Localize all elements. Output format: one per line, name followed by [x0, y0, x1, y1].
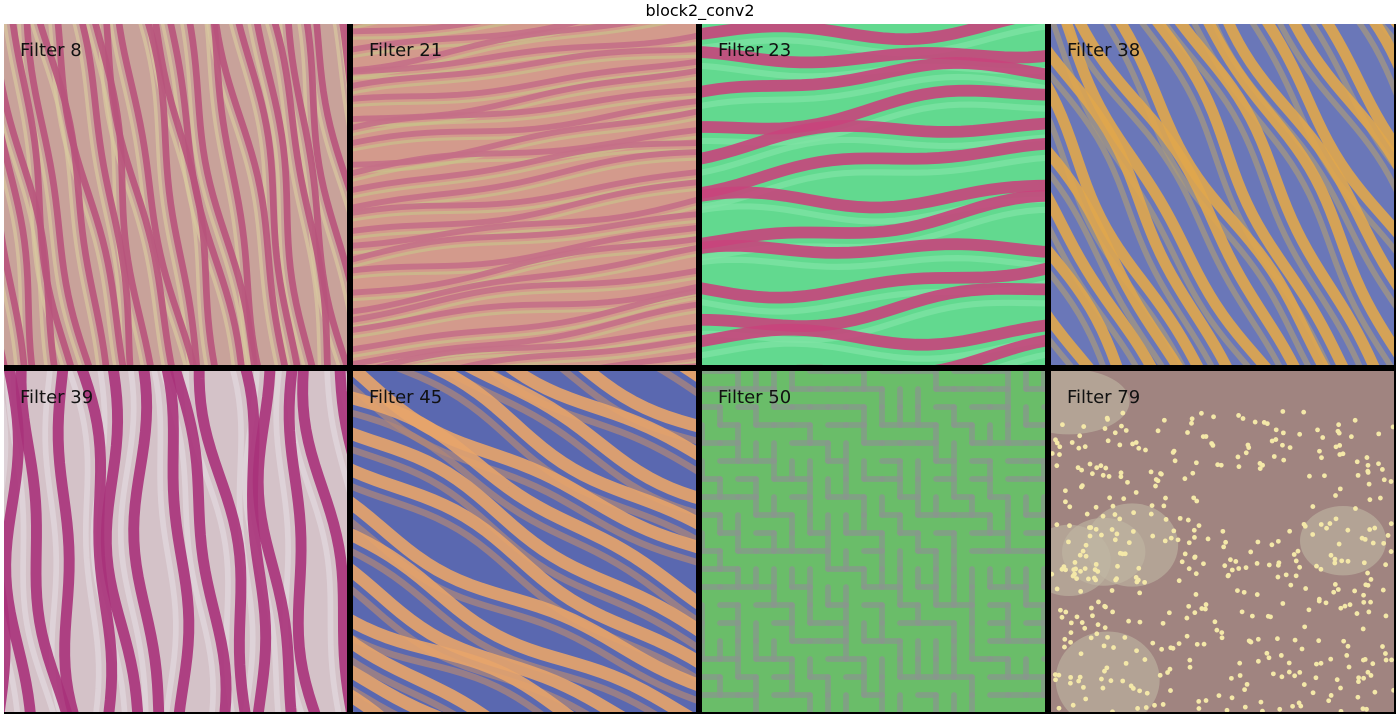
- filter-texture: [4, 24, 347, 365]
- filter-tile: Filter 79: [1051, 371, 1394, 712]
- filter-label: Filter 45: [369, 387, 443, 408]
- filter-texture: [4, 371, 347, 712]
- filter-texture: [1051, 24, 1394, 365]
- filter-label: Filter 8: [20, 40, 82, 61]
- filter-tile: Filter 8: [4, 24, 347, 365]
- filter-label: Filter 21: [369, 40, 443, 61]
- figure-title: block2_conv2: [645, 1, 755, 20]
- filter-tile: Filter 21: [353, 24, 696, 365]
- filter-label: Filter 50: [718, 387, 792, 408]
- filter-label: Filter 39: [20, 387, 94, 408]
- filter-label: Filter 23: [718, 40, 792, 61]
- filter-tile: Filter 38: [1051, 24, 1394, 365]
- filter-label: Filter 79: [1067, 387, 1141, 408]
- filter-texture: [702, 371, 1045, 712]
- filter-texture: [353, 24, 696, 365]
- filter-texture: [353, 371, 696, 712]
- filter-label: Filter 38: [1067, 40, 1141, 61]
- filter-grid: Filter 8 Filter 21 Filter 23 Filter 38 F…: [4, 24, 1396, 714]
- filter-tile: Filter 39: [4, 371, 347, 712]
- filter-texture: [702, 24, 1045, 365]
- filter-texture: [1051, 371, 1394, 712]
- filter-tile: Filter 45: [353, 371, 696, 712]
- filter-tile: Filter 23: [702, 24, 1045, 365]
- filter-tile: Filter 50: [702, 371, 1045, 712]
